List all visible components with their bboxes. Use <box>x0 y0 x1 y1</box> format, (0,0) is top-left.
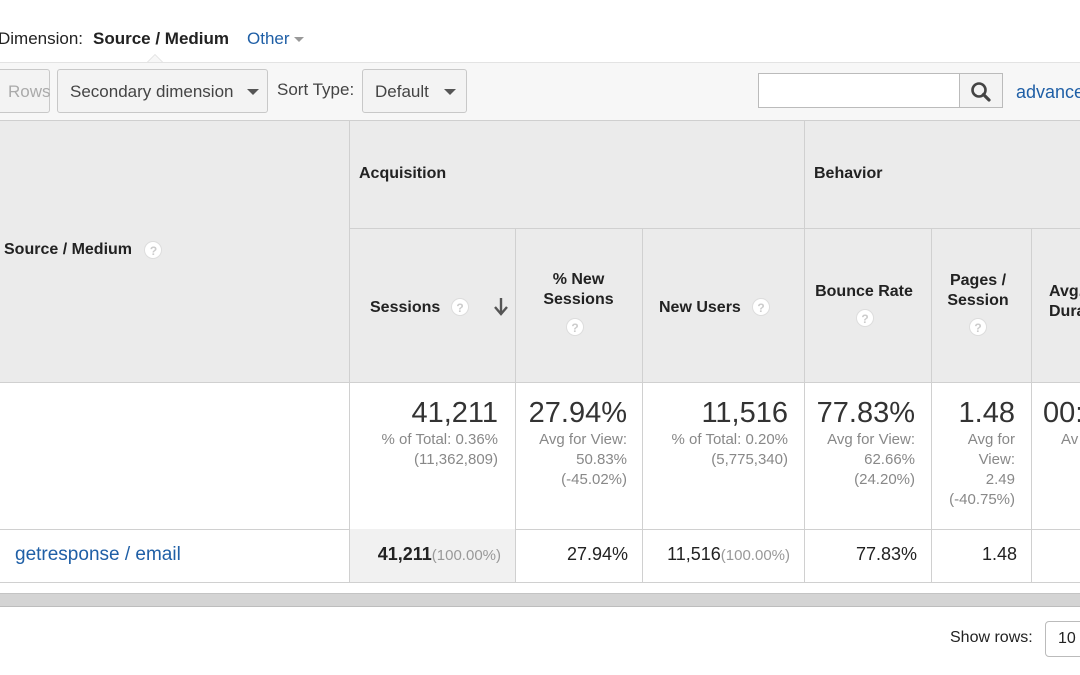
totals-pages-sub2: View: <box>978 451 1015 468</box>
totals-new-users-total: (5,775,340) <box>711 451 788 468</box>
behavior-group-header: Behavior <box>814 165 883 182</box>
help-icon[interactable]: ? <box>451 298 469 316</box>
source-medium-header-label: Source / Medium <box>4 241 133 258</box>
row-sessions-pct: (100.00%) <box>431 547 501 564</box>
row-bounce-rate-value: 77.83% <box>855 544 917 564</box>
table-header <box>0 120 1080 382</box>
row-source-medium-link[interactable]: getresponse / email <box>15 544 181 565</box>
totals-new-sessions-sub2: 50.83% <box>576 451 627 468</box>
totals-new-sessions-sub1: Avg for View: <box>539 431 627 448</box>
pages-session-column-header[interactable]: Pages / Session ? <box>931 228 1031 382</box>
totals-bounce-value: 77.83% <box>816 397 915 429</box>
dimension-bar <box>0 0 1080 62</box>
totals-sessions: 41,211 % of Total: 0.36% (11,362,809) <box>349 382 515 530</box>
help-icon[interactable]: ? <box>856 309 874 327</box>
totals-pages-session: 1.48 Avg for View: 2.49 (-40.75%) <box>931 382 1031 530</box>
bounce-rate-header-label: Bounce Rate <box>815 283 913 300</box>
sort-type-label: Sort Type: <box>277 80 355 99</box>
plot-rows-label: Rows <box>8 82 51 101</box>
chevron-down-icon[interactable] <box>294 37 304 42</box>
row-new-users-cell: 11,516(100.00%) <box>642 529 804 582</box>
totals-sessions-pct: % of Total: 0.36% <box>381 431 498 448</box>
new-sessions-header-label: % New Sessions <box>543 271 614 308</box>
bounce-rate-column-header[interactable]: Bounce Rate ? <box>804 228 931 382</box>
chevron-down-icon <box>444 89 456 95</box>
totals-new-users: 11,516 % of Total: 0.20% (5,775,340) <box>642 382 804 530</box>
secondary-dimension-label: Secondary dimension <box>70 82 234 101</box>
totals-new-sessions: 27.94% Avg for View: 50.83% (-45.02%) <box>515 382 642 530</box>
row-source-medium-cell: getresponse / email <box>0 529 349 582</box>
row-sessions-value: 41,211 <box>377 544 432 564</box>
sort-type-value: Default <box>375 82 429 101</box>
totals-pages-sub4: (-40.75%) <box>949 491 1015 508</box>
show-rows-label: Show rows: <box>950 629 1033 646</box>
new-users-header-label: New Users <box>659 299 741 316</box>
new-sessions-column-header[interactable]: % New Sessions ? <box>515 228 642 382</box>
help-icon[interactable]: ? <box>566 318 584 336</box>
help-icon[interactable]: ? <box>752 298 770 316</box>
totals-pages-value: 1.48 <box>958 397 1015 429</box>
search-button[interactable] <box>960 73 1003 108</box>
totals-pages-sub3: 2.49 <box>985 471 1015 488</box>
totals-new-users-value: 11,516 <box>701 397 788 429</box>
show-rows-value: 10 <box>1058 630 1076 647</box>
row-new-users-value: 11,516 <box>667 544 721 564</box>
pages-session-header-label: Pages / Session <box>947 272 1009 309</box>
table-row: getresponse / email 41,211(100.00%) 27.9… <box>0 529 1080 582</box>
totals-avg-duration: 00: Av <box>1031 382 1080 530</box>
row-new-users-pct: (100.00%) <box>720 547 790 564</box>
totals-new-users-pct: % of Total: 0.20% <box>671 431 788 448</box>
dimension-other-link[interactable]: Other <box>247 29 290 48</box>
totals-sessions-total: (11,362,809) <box>414 451 498 468</box>
totals-avg-duration-sub: Av <box>1061 431 1079 448</box>
totals-bounce-sub3: (24.20%) <box>854 471 915 488</box>
avg-duration-header-label: Avg. Session Duration <box>1049 283 1080 320</box>
row-new-sessions-cell: 27.94% <box>515 529 642 582</box>
sort-descending-arrow-icon[interactable] <box>492 296 510 318</box>
totals-bounce-sub2: 62.66% <box>864 451 915 468</box>
row-bounce-rate-cell: 77.83% <box>804 529 931 582</box>
advanced-search-link[interactable]: advanced <box>1016 82 1080 102</box>
search-icon <box>971 82 991 102</box>
secondary-dimension-button[interactable]: Secondary dimension <box>57 69 268 113</box>
totals-avg-duration-value: 00: <box>1043 397 1080 429</box>
sessions-header-label: Sessions <box>370 299 441 316</box>
avg-duration-column-header[interactable]: Avg. Session Duration <box>1031 228 1080 382</box>
table-search-input[interactable] <box>758 73 960 108</box>
acquisition-group-header: Acquisition <box>359 165 447 182</box>
horizontal-scrollbar[interactable] <box>0 593 1080 607</box>
chevron-down-icon <box>247 89 259 95</box>
new-users-column-header[interactable]: New Users ? <box>642 228 804 382</box>
totals-sessions-value: 41,211 <box>411 397 498 429</box>
sort-type-dropdown[interactable]: Default <box>362 69 467 113</box>
dimension-label: Dimension: <box>0 29 84 48</box>
active-dimension-caret <box>147 54 163 62</box>
show-rows-select[interactable]: 10 <box>1045 621 1080 657</box>
row-sessions-cell: 41,211(100.00%) <box>349 529 515 582</box>
sessions-column-header[interactable]: Sessions ? <box>349 228 515 382</box>
source-medium-header[interactable]: Source / Medium ? <box>4 240 344 266</box>
row-pages-session-cell: 1.48 <box>931 529 1031 582</box>
plot-rows-button[interactable]: Rows <box>0 69 51 113</box>
totals-new-sessions-value: 27.94% <box>528 397 627 429</box>
dimension-source-medium[interactable]: Source / Medium <box>93 29 230 48</box>
row-new-sessions-value: 27.94% <box>566 544 628 564</box>
help-icon[interactable]: ? <box>969 318 987 336</box>
totals-pages-sub1: Avg for <box>967 431 1015 448</box>
totals-new-sessions-sub3: (-45.02%) <box>561 471 627 488</box>
totals-bounce-sub1: Avg for View: <box>827 431 915 448</box>
totals-bounce-rate: 77.83% Avg for View: 62.66% (24.20%) <box>804 382 931 530</box>
row-pages-session-value: 1.48 <box>981 544 1017 564</box>
report-table: Source / Medium ? Acquisition Behavior S… <box>0 120 1080 583</box>
help-icon[interactable]: ? <box>144 240 163 259</box>
